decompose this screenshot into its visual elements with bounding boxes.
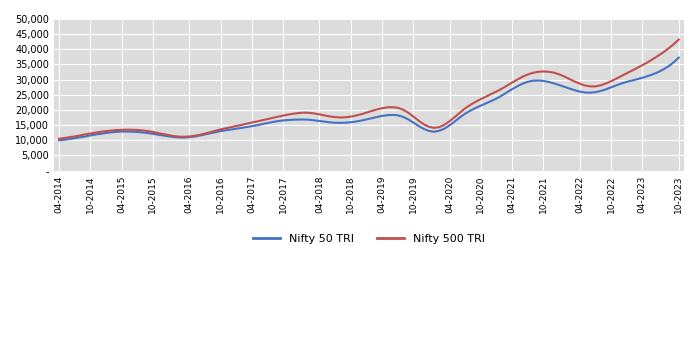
Legend: Nifty 50 TRI, Nifty 500 TRI: Nifty 50 TRI, Nifty 500 TRI [248, 229, 489, 248]
